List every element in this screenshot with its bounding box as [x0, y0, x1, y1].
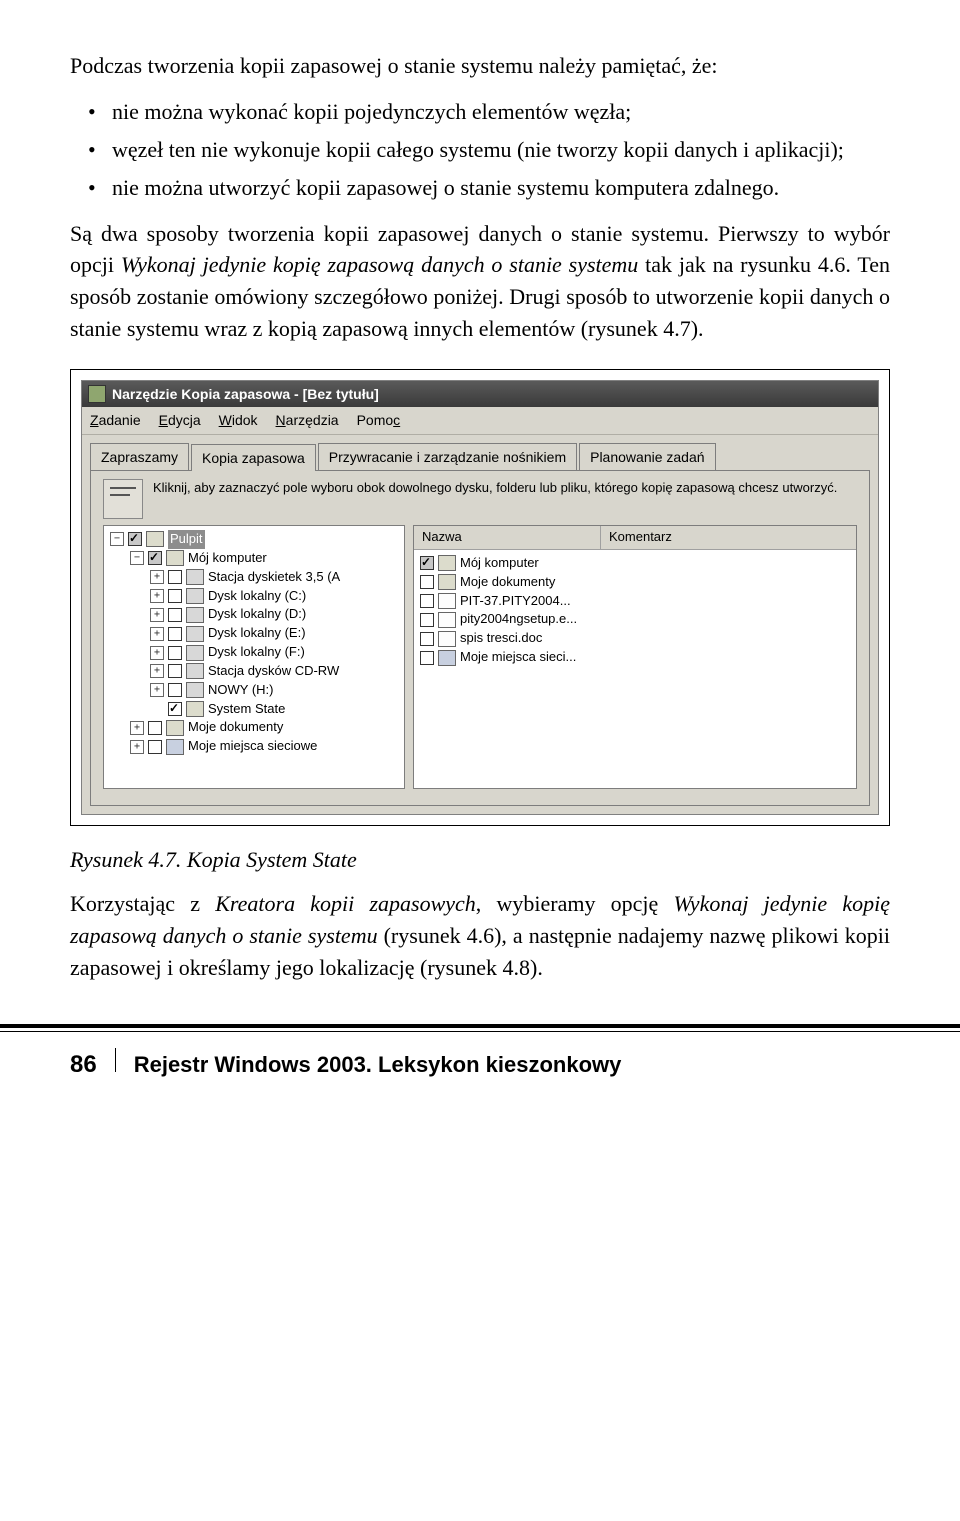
hint-text: Kliknij, aby zaznaczyć pole wyboru obok …	[153, 479, 837, 498]
menu-item[interactable]: Pomoc	[357, 410, 401, 430]
list-item[interactable]: Moje miejsca sieci...	[420, 648, 856, 667]
tab-schedule[interactable]: Planowanie zadań	[579, 443, 715, 470]
tab-strip: Zapraszamy Kopia zapasowa Przywracanie i…	[82, 435, 878, 470]
figure-4-7: Narzędzie Kopia zapasowa - [Bez tytułu] …	[70, 369, 890, 826]
hint-icon	[103, 479, 143, 519]
list-pane[interactable]: Nazwa Komentarz Mój komputer Moje dokume…	[413, 525, 857, 789]
paragraph-intro: Podczas tworzenia kopii zapasowej o stan…	[70, 50, 890, 82]
footer-divider	[115, 1048, 116, 1072]
tab-content: Kliknij, aby zaznaczyć pole wyboru obok …	[90, 470, 870, 806]
tree-item-network[interactable]: +Moje miejsca sieciowe	[130, 737, 404, 756]
tree-pane[interactable]: − Pulpit − Mój komputer	[103, 525, 405, 789]
tab-restore[interactable]: Przywracanie i zarządzanie nośnikiem	[318, 443, 577, 470]
backup-window: Narzędzie Kopia zapasowa - [Bez tytułu] …	[81, 380, 879, 815]
tree-item-computer[interactable]: − Mój komputer	[130, 549, 404, 568]
book-title: Rejestr Windows 2003. Leksykon kieszonko…	[134, 1052, 622, 1078]
page-number: 86	[70, 1051, 97, 1079]
menu-item[interactable]: Widok	[219, 410, 258, 430]
tree-item-drive[interactable]: +Dysk lokalny (D:)	[150, 605, 404, 624]
figure-caption: Rysunek 4.7. Kopia System State	[70, 844, 890, 876]
menu-item[interactable]: Zadanie	[90, 410, 141, 430]
bullet-item: węzeł ten nie wykonuje kopii całego syst…	[112, 134, 890, 166]
window-title: Narzędzie Kopia zapasowa - [Bez tytułu]	[112, 384, 379, 404]
column-header-comment[interactable]: Komentarz	[601, 526, 856, 549]
app-icon	[88, 385, 106, 403]
menu-bar[interactable]: Zadanie Edycja Widok Narzędzia Pomoc	[82, 407, 878, 434]
paragraph-wizard: Korzystając z Kreatora kopii zapasowych,…	[70, 888, 890, 984]
tree-item-drive[interactable]: +Dysk lokalny (E:)	[150, 624, 404, 643]
column-header-name[interactable]: Nazwa	[414, 526, 601, 549]
list-item[interactable]: pity2004ngsetup.e...	[420, 610, 856, 629]
bullet-item: nie można utworzyć kopii zapasowej o sta…	[112, 172, 890, 204]
menu-item[interactable]: Edycja	[159, 410, 201, 430]
menu-item[interactable]: Narzędzia	[276, 410, 339, 430]
list-item[interactable]: PIT-37.PITY2004...	[420, 592, 856, 611]
tree-item-system-state[interactable]: System State	[150, 700, 404, 719]
tab-backup[interactable]: Kopia zapasowa	[191, 444, 316, 471]
tree-item-drive[interactable]: +Dysk lokalny (C:)	[150, 587, 404, 606]
list-item[interactable]: spis tresci.doc	[420, 629, 856, 648]
bullet-item: nie można wykonać kopii pojedynczych ele…	[112, 96, 890, 128]
tree-item-drive[interactable]: +Stacja dyskietek 3,5 (A	[150, 568, 404, 587]
paragraph-methods: Są dwa sposoby tworzenia kopii zapasowej…	[70, 218, 890, 346]
bullet-list: nie można wykonać kopii pojedynczych ele…	[70, 96, 890, 204]
tree-item-drive[interactable]: +Stacja dysków CD-RW	[150, 662, 404, 681]
window-titlebar[interactable]: Narzędzie Kopia zapasowa - [Bez tytułu]	[82, 381, 878, 407]
tree-item-documents[interactable]: +Moje dokumenty	[130, 718, 404, 737]
body-text: Podczas tworzenia kopii zapasowej o stan…	[70, 50, 890, 984]
tab-welcome[interactable]: Zapraszamy	[90, 443, 189, 470]
page-footer: 86 Rejestr Windows 2003. Leksykon kieszo…	[0, 1024, 960, 1099]
list-item[interactable]: Moje dokumenty	[420, 573, 856, 592]
tree-item-drive[interactable]: +Dysk lokalny (F:)	[150, 643, 404, 662]
tree-item-desktop[interactable]: − Pulpit	[110, 530, 404, 549]
list-item[interactable]: Mój komputer	[420, 554, 856, 573]
tree-item-drive[interactable]: +NOWY (H:)	[150, 681, 404, 700]
